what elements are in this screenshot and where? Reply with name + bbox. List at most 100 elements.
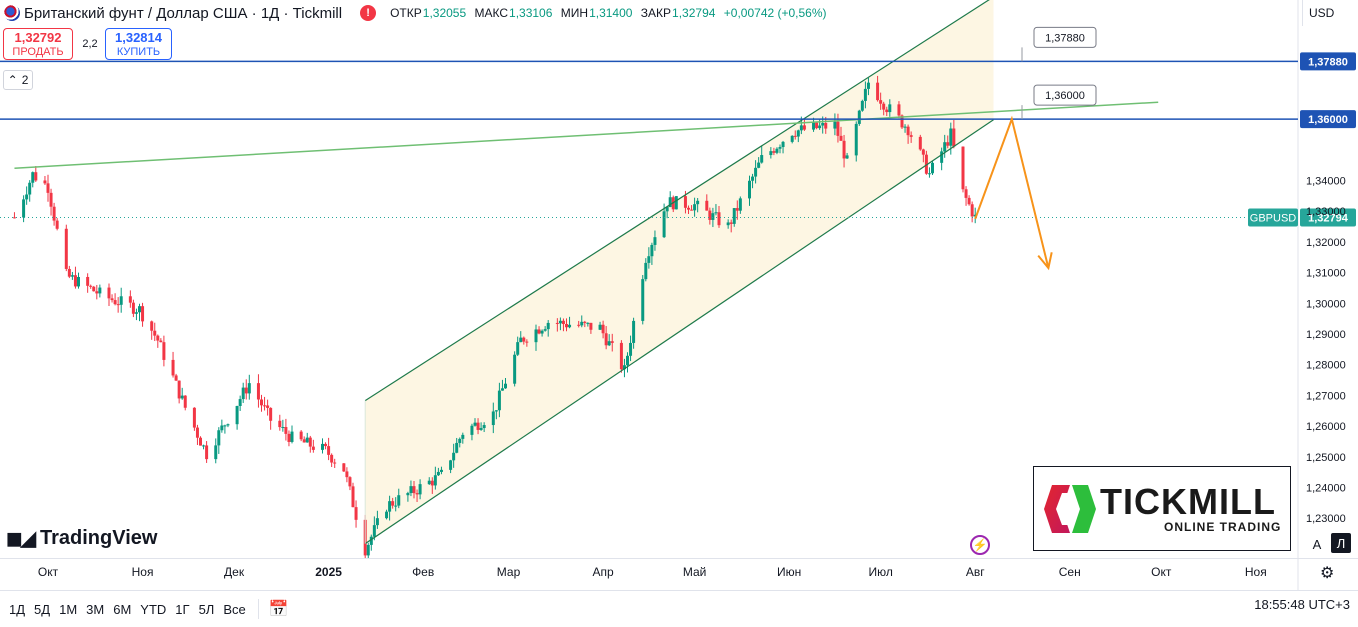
- candle-body: [12, 217, 16, 219]
- candle-body: [857, 110, 861, 124]
- candle-body: [714, 212, 718, 214]
- candle-body: [708, 210, 712, 220]
- candle-body: [321, 443, 324, 450]
- candle-body: [622, 365, 626, 370]
- candle-body: [653, 237, 657, 245]
- timeframe-1m[interactable]: 1М: [59, 601, 78, 617]
- candle-body: [866, 82, 870, 89]
- candle-body: [64, 228, 68, 269]
- calendar-icon[interactable]: 📅: [268, 601, 289, 618]
- candle-body: [760, 155, 764, 163]
- tradingview-logo[interactable]: ◼◢ TradingView: [6, 526, 157, 551]
- x-tick-label: Окт: [1151, 565, 1172, 579]
- candle-body: [534, 329, 538, 343]
- candle-body: [543, 329, 547, 331]
- y-tick-label: 1,27000: [1306, 390, 1346, 402]
- candle-body: [412, 486, 416, 494]
- candle-body: [439, 469, 443, 472]
- y-tick-label: 1,24000: [1306, 483, 1346, 495]
- candle-body: [565, 324, 568, 328]
- candle-body: [946, 142, 950, 146]
- candle-body: [302, 439, 306, 443]
- candle-body: [89, 285, 93, 287]
- candle-body: [476, 422, 480, 430]
- candle-body: [754, 167, 758, 177]
- x-tick-label: Май: [683, 565, 707, 579]
- candle-body: [546, 322, 550, 330]
- candle-body: [192, 407, 196, 428]
- candle-body: [882, 103, 886, 110]
- candle-body: [458, 438, 462, 443]
- candle-body: [931, 162, 934, 174]
- candle-body: [842, 140, 846, 159]
- candle-body: [629, 342, 633, 356]
- level-badge-text: 1,37880: [1308, 56, 1348, 68]
- candle-body: [943, 142, 947, 152]
- auto-scale-toggle[interactable]: A: [1312, 536, 1322, 552]
- alert-icon[interactable]: !: [360, 5, 377, 21]
- candle-body: [940, 151, 944, 163]
- candle-body: [726, 222, 730, 226]
- candle-body: [461, 434, 465, 439]
- sell-price: 1,32792: [14, 30, 62, 45]
- candle-body: [119, 296, 123, 305]
- chart-header: Британский фунт / Доллар США · 1Д · Tick…: [0, 0, 832, 26]
- candle-body: [775, 148, 779, 153]
- indicators-collapse-button[interactable]: ⌃ 2: [3, 70, 33, 90]
- timeframe-3m[interactable]: 3М: [86, 601, 105, 617]
- candle-body: [799, 125, 803, 131]
- candle-body: [281, 427, 285, 429]
- candle-body: [903, 126, 907, 128]
- candle-body: [128, 296, 132, 303]
- y-tick-label: 1,32000: [1306, 237, 1346, 249]
- tickmill-logo: TICKMILL ONLINE TRADING: [1033, 466, 1291, 551]
- candle-body: [159, 340, 163, 343]
- candle-body: [375, 518, 379, 526]
- candle-body: [644, 262, 648, 280]
- candle-body: [256, 383, 260, 400]
- currency-selector[interactable]: USD: [1302, 0, 1358, 26]
- timeframe-5y[interactable]: 5Л: [198, 601, 215, 617]
- candle-body: [769, 151, 773, 156]
- candle-body: [449, 460, 453, 470]
- candle-body: [369, 536, 373, 545]
- projection-arrowhead: [1037, 252, 1053, 271]
- channel-fill: [365, 0, 994, 544]
- candle-body: [494, 410, 498, 412]
- timeframe-6m[interactable]: 6М: [113, 601, 132, 617]
- candle-body: [668, 197, 672, 208]
- sell-button[interactable]: 1,32792 ПРОДАТЬ: [3, 28, 73, 60]
- plot-area: [12, 0, 1159, 558]
- level-badge: [1300, 110, 1356, 129]
- symbol-title[interactable]: Британский фунт / Доллар США · 1Д · Tick…: [24, 4, 343, 22]
- candle-body: [580, 321, 584, 326]
- candle-body: [909, 135, 913, 137]
- candle-body: [473, 422, 477, 426]
- gear-icon[interactable]: ⚙: [1320, 565, 1335, 582]
- timeframe-1y[interactable]: 1Г: [175, 601, 190, 617]
- candle-body: [92, 286, 96, 292]
- candle-body: [305, 437, 309, 443]
- y-tick-label: 1,33000: [1306, 206, 1346, 218]
- candle-body: [266, 405, 270, 408]
- y-tick-label: 1,26000: [1306, 421, 1346, 433]
- timeframe-5d[interactable]: 5Д: [34, 601, 51, 617]
- candle-body: [107, 287, 111, 299]
- candle-body: [949, 128, 953, 146]
- candle-body: [519, 337, 523, 343]
- candle-body: [238, 399, 242, 407]
- candle-body: [46, 183, 50, 193]
- lightning-icon[interactable]: ⚡: [970, 535, 990, 555]
- timeframe-1d[interactable]: 1Д: [9, 601, 26, 617]
- candle-body: [345, 471, 349, 478]
- log-scale-toggle[interactable]: Л: [1331, 533, 1351, 553]
- candle-body: [824, 123, 828, 129]
- candle-body: [491, 411, 495, 426]
- candle-body: [735, 208, 739, 211]
- timeframe-ytd[interactable]: YTD: [140, 601, 167, 617]
- buy-button[interactable]: 1,32814 КУПИТЬ: [105, 28, 172, 60]
- candle-body: [674, 196, 678, 210]
- candle-body: [879, 100, 883, 104]
- timeframe-all[interactable]: Все: [223, 601, 246, 617]
